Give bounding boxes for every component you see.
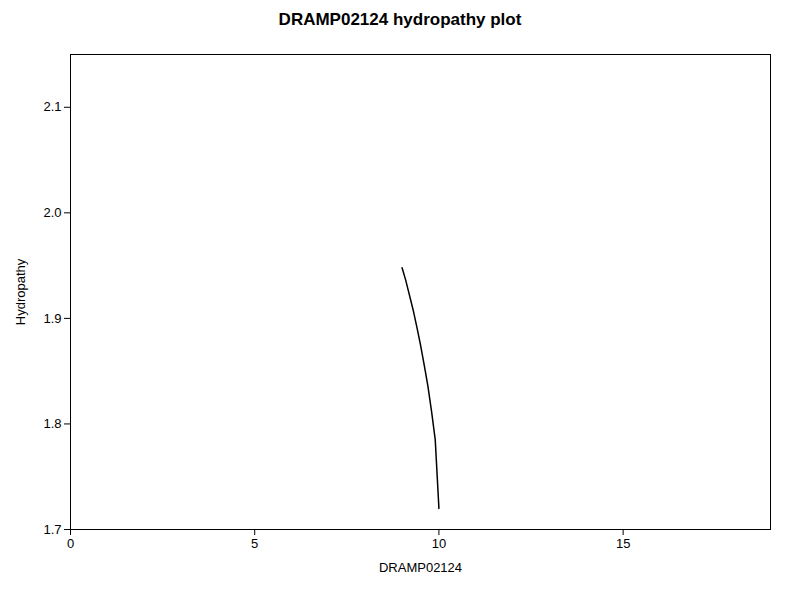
svg-text:5: 5 — [251, 536, 258, 551]
svg-text:2.0: 2.0 — [43, 205, 61, 220]
svg-text:10: 10 — [432, 536, 446, 551]
svg-text:0: 0 — [67, 536, 74, 551]
svg-text:1.7: 1.7 — [43, 522, 61, 537]
svg-text:DRAMP02124: DRAMP02124 — [379, 560, 462, 575]
svg-text:Hydropathy: Hydropathy — [13, 258, 28, 325]
svg-text:15: 15 — [616, 536, 630, 551]
svg-text:1.9: 1.9 — [43, 311, 61, 326]
svg-text:2.1: 2.1 — [43, 99, 61, 114]
html-text:DRAMP02124 hydropathy plot: DRAMP02124 hydropathy plot — [278, 10, 522, 29]
svg-text:1.8: 1.8 — [43, 416, 61, 431]
